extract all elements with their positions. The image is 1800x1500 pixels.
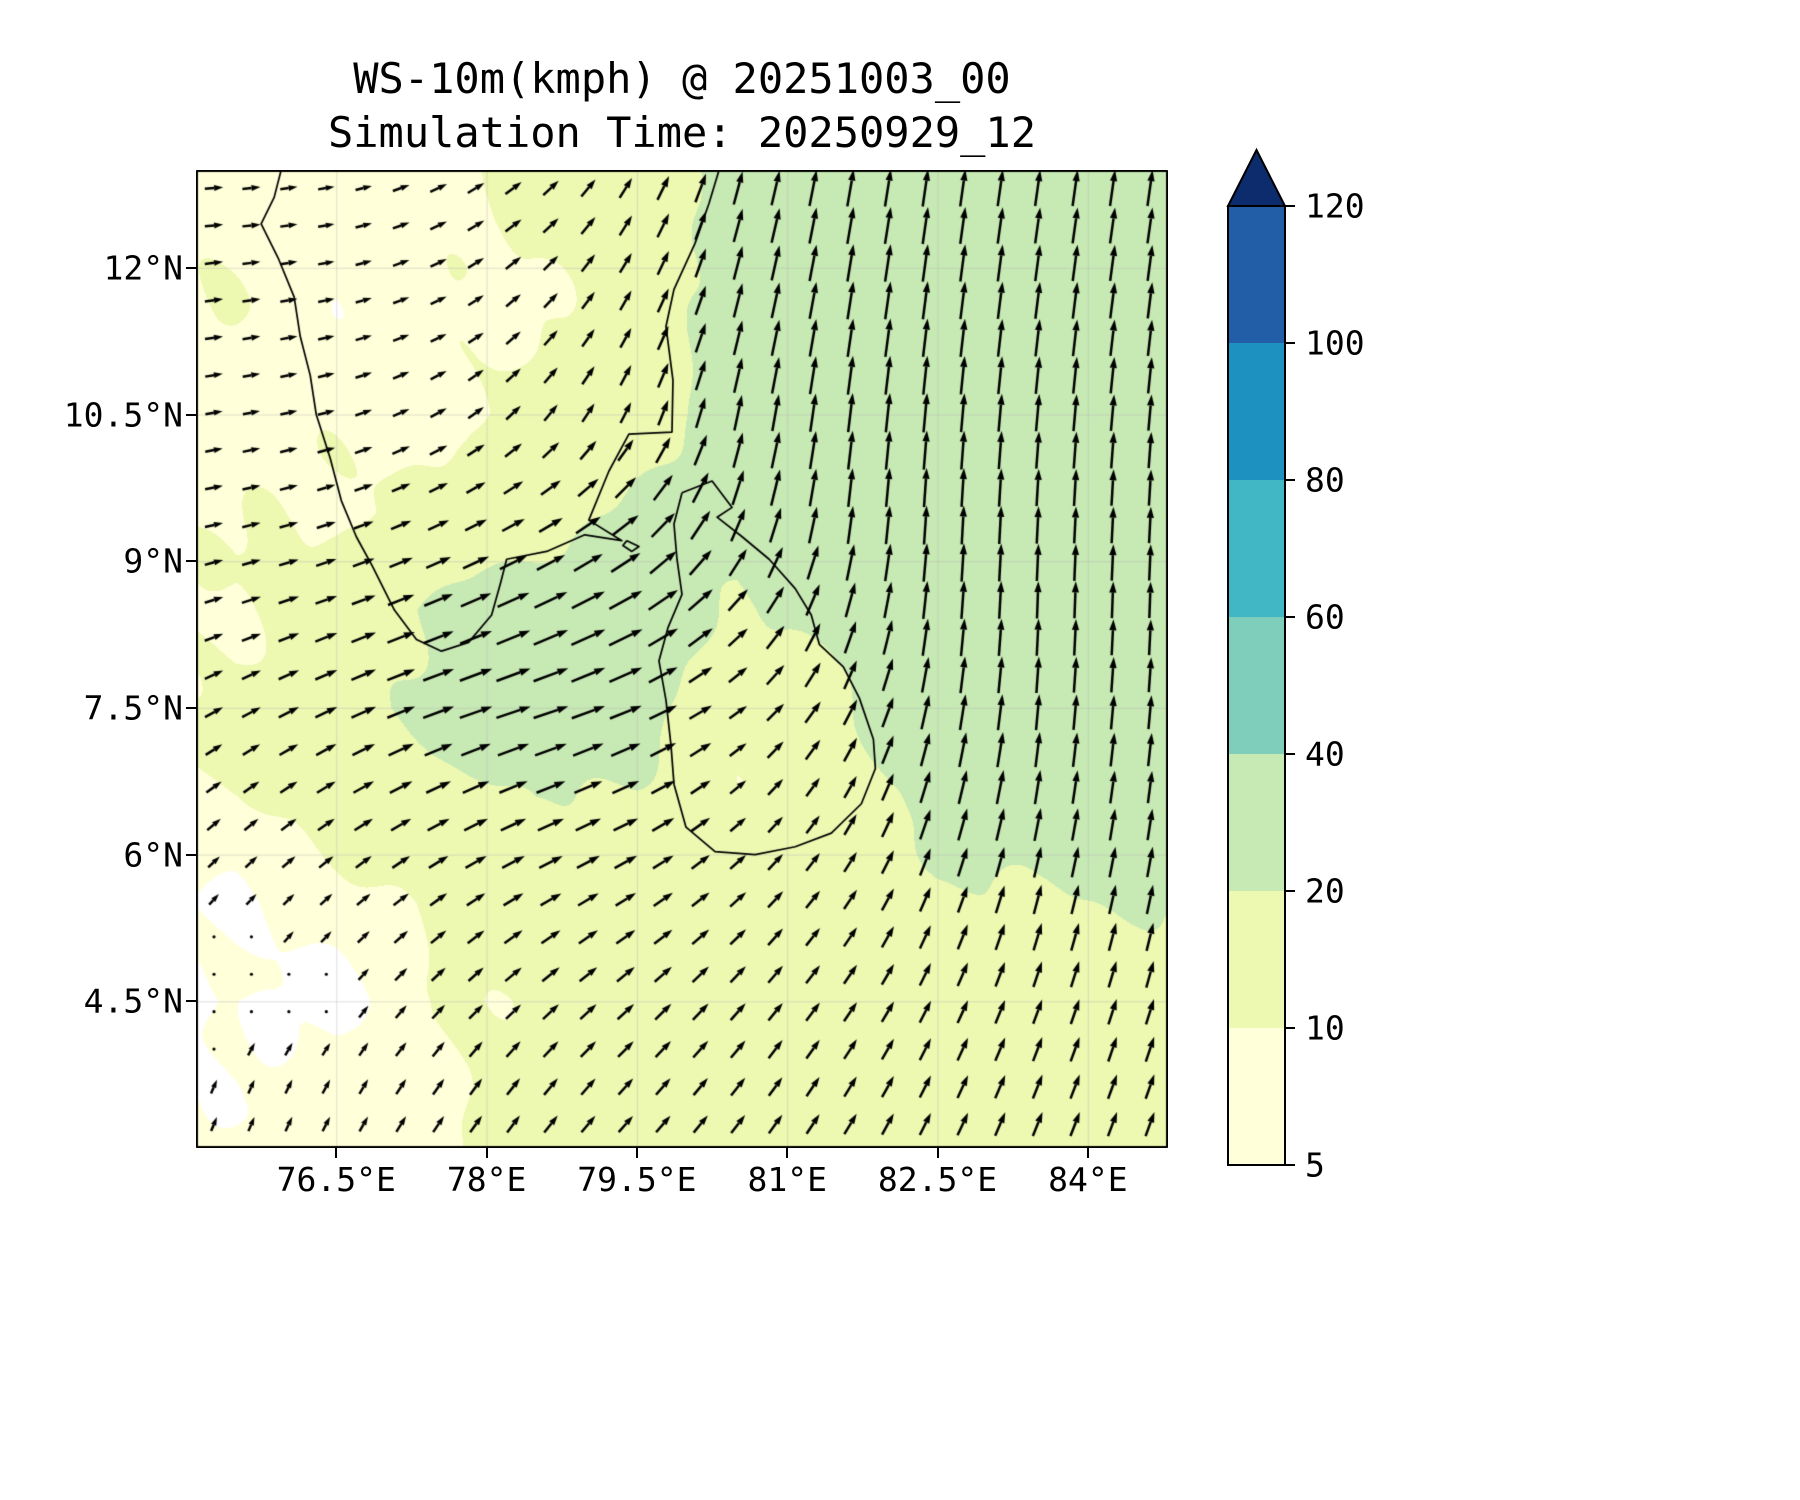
x-tick-mark [786,1148,789,1158]
y-tick-mark [186,706,196,709]
y-tick-mark [186,853,196,856]
colorbar-tick-label: 10 [1305,1008,1345,1048]
colorbar-segment [1228,617,1285,754]
colorbar-tick-label: 40 [1305,734,1345,774]
plot-area [196,170,1168,1148]
x-tick-mark [335,1148,338,1158]
x-tick-label: 82.5°E [877,1160,998,1199]
y-tick-label: 6°N [123,835,183,875]
colorbar-tick-label: 100 [1305,323,1365,363]
y-tick-mark [186,1000,196,1003]
colorbar-extend-triangle [1226,147,1287,207]
colorbar-segment [1228,480,1285,617]
colorbar-segment [1228,891,1285,1028]
y-tick-label: 9°N [123,541,183,581]
y-tick-mark [186,560,196,563]
x-tick-label: 78°E [446,1160,527,1199]
x-tick-mark [635,1148,638,1158]
x-tick-mark [936,1148,939,1158]
colorbar-tick-label: 5 [1305,1145,1325,1185]
chart-title: WS-10m(kmph) @ 20251003_00 [353,54,1011,103]
colorbar-segment [1228,754,1285,891]
x-tick-label: 81°E [747,1160,827,1199]
colorbar-segment [1228,1028,1285,1165]
map-canvas [196,170,1168,1148]
x-tick-label: 84°E [1048,1160,1128,1199]
title-block: WS-10m(kmph) @ 20251003_00 Simulation Ti… [196,52,1168,160]
colorbar [1222,140,1402,1200]
x-tick-mark [485,1148,488,1158]
x-tick-label: 76.5°E [276,1160,396,1199]
y-tick-label: 10.5°N [63,395,183,434]
y-tick-mark [186,413,196,416]
colorbar-tick-label: 60 [1305,597,1345,637]
chart-subtitle: Simulation Time: 20250929_12 [327,108,1036,157]
y-tick-label: 7.5°N [83,688,183,728]
y-tick-label: 4.5°N [83,981,183,1021]
x-tick-mark [1086,1148,1089,1158]
colorbar-svg [1226,147,1295,1166]
colorbar-tick-label: 80 [1305,460,1345,500]
colorbar-segment [1228,343,1285,480]
colorbar-tick-label: 120 [1305,186,1365,226]
x-tick-label: 79.5°E [577,1160,697,1199]
colorbar-segment [1228,206,1285,343]
colorbar-tick-label: 20 [1305,871,1345,911]
y-tick-mark [186,266,196,269]
colorbar-outline [1227,205,1286,1166]
y-tick-label: 12°N [103,248,183,288]
